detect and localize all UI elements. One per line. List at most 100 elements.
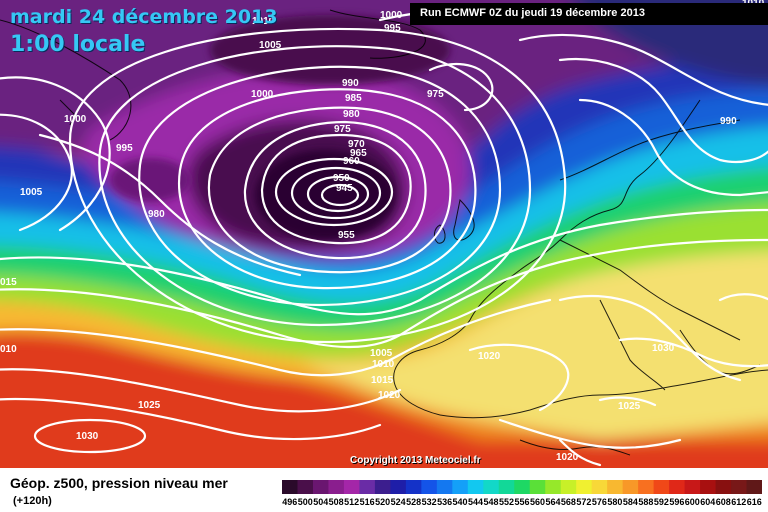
- isobar-label: 960: [343, 156, 360, 167]
- scale-swatch: [529, 480, 546, 494]
- isobar-label: 1020: [556, 452, 579, 463]
- scale-swatch: [514, 480, 531, 494]
- scale-label: 600: [685, 497, 700, 507]
- isobar-label: 015: [0, 277, 17, 288]
- isobar-label: 995: [384, 23, 401, 34]
- isobar-label: 010: [0, 344, 17, 355]
- isobar-label: 975: [334, 124, 351, 135]
- scale-swatch: [328, 480, 345, 494]
- scale-label: 528: [406, 497, 421, 507]
- scale-label: 580: [607, 497, 622, 507]
- scale-label: 560: [530, 497, 545, 507]
- scale-swatch: [545, 480, 562, 494]
- scale-swatch: [436, 480, 453, 494]
- scale-label: 572: [576, 497, 591, 507]
- isobar-label: 985: [345, 93, 362, 104]
- isobar-label: 1030: [652, 343, 675, 354]
- run-info: Run ECMWF 0Z du jeudi 19 décembre 2013: [420, 7, 645, 19]
- scale-label: 516: [360, 497, 375, 507]
- isobar-label: 990: [342, 78, 359, 89]
- scale-swatch: [669, 480, 686, 494]
- scale-swatch: [591, 480, 608, 494]
- scale-swatch: [715, 480, 732, 494]
- scale-label: 500: [298, 497, 313, 507]
- isobars: [0, 10, 768, 467]
- scale-swatch: [731, 480, 748, 494]
- scale-label: 548: [484, 497, 499, 507]
- scale-label: 616: [747, 497, 762, 507]
- scale-label: 520: [375, 497, 390, 507]
- scale-label: 588: [638, 497, 653, 507]
- scale-label: 584: [623, 497, 638, 507]
- isobar-label: 1030: [76, 431, 99, 442]
- scale-label: 524: [391, 497, 406, 507]
- isobar-label: 1005: [259, 40, 282, 51]
- isobar-label: 965: [350, 148, 367, 159]
- isobar-label: 970: [348, 139, 365, 150]
- isobar-label: 980: [343, 109, 360, 120]
- scale-label: 544: [468, 497, 483, 507]
- isobar-label: 995: [116, 143, 133, 154]
- scale-label: 596: [669, 497, 684, 507]
- legend-lead-time: (+120h): [13, 495, 52, 507]
- isobar-label: 950: [333, 173, 350, 184]
- scale-swatch: [483, 480, 500, 494]
- scale-label: 576: [592, 497, 607, 507]
- copyright: Copyright 2013 Meteociel.fr: [350, 455, 481, 466]
- scale-swatch: [297, 480, 314, 494]
- isobar-label: 1005: [20, 187, 43, 198]
- scale-label: 504: [313, 497, 328, 507]
- scale-label: 608: [716, 497, 731, 507]
- legend-footer: Géop. z500, pression niveau mer (+120h) …: [0, 468, 768, 512]
- run-info-box: Run ECMWF 0Z du jeudi 19 décembre 2013: [410, 3, 768, 25]
- scale-swatch: [312, 480, 329, 494]
- scale-swatch: [405, 480, 422, 494]
- scale-label: 612: [731, 497, 746, 507]
- scale-label: 552: [499, 497, 514, 507]
- scale-swatch: [607, 480, 624, 494]
- color-scale: 496 500 504 508 512 516 520 524 528 532 536 540 544 5…: [282, 480, 762, 507]
- scale-label: 540: [453, 497, 468, 507]
- scale-label: 512: [344, 497, 359, 507]
- scale-swatch: [390, 480, 407, 494]
- isobar-label: 1020: [378, 390, 401, 401]
- weather-map: 1000 995 1010 1005 1000 1000 990 985 980…: [0, 0, 768, 468]
- scale-swatch: [560, 480, 577, 494]
- scale-swatch: [700, 480, 717, 494]
- scale-label: 536: [437, 497, 452, 507]
- scale-swatch: [421, 480, 438, 494]
- isobar-label: 1010: [372, 359, 395, 370]
- isobar-label: 1000: [251, 89, 274, 100]
- scale-label: 556: [514, 497, 529, 507]
- isobar-label: 980: [148, 209, 165, 220]
- isobar-label: 1010: [252, 16, 275, 27]
- scale-swatch: [622, 480, 639, 494]
- isobar-label: 955: [338, 230, 355, 241]
- forecast-local-time: 1:00 locale: [10, 32, 146, 57]
- scale-label: 592: [654, 497, 669, 507]
- isobar-label: 1000: [380, 10, 403, 21]
- scale-swatch: [282, 480, 298, 494]
- scale-label: 508: [329, 497, 344, 507]
- isobar-label: 1020: [478, 351, 501, 362]
- scale-label: 568: [561, 497, 576, 507]
- scale-label: 532: [422, 497, 437, 507]
- scale-swatch: [359, 480, 376, 494]
- coastlines: [0, 9, 768, 456]
- scale-swatch: [653, 480, 670, 494]
- isobar-label: 1025: [618, 401, 641, 412]
- scale-swatch: [746, 480, 762, 494]
- forecast-date: mardi 24 décembre 2013: [10, 6, 278, 28]
- scale-label: 564: [545, 497, 560, 507]
- scale-swatch: [374, 480, 391, 494]
- isobar-label: 1000: [64, 114, 87, 125]
- isobar-label: 975: [427, 89, 444, 100]
- scale-swatch: [638, 480, 655, 494]
- scale-swatch: [498, 480, 515, 494]
- scale-swatch: [467, 480, 484, 494]
- isobar-label: 1005: [370, 348, 393, 359]
- scale-swatch: [684, 480, 701, 494]
- scale-label: 496: [282, 497, 297, 507]
- scale-swatch: [452, 480, 469, 494]
- isobar-label: 1015: [371, 375, 394, 386]
